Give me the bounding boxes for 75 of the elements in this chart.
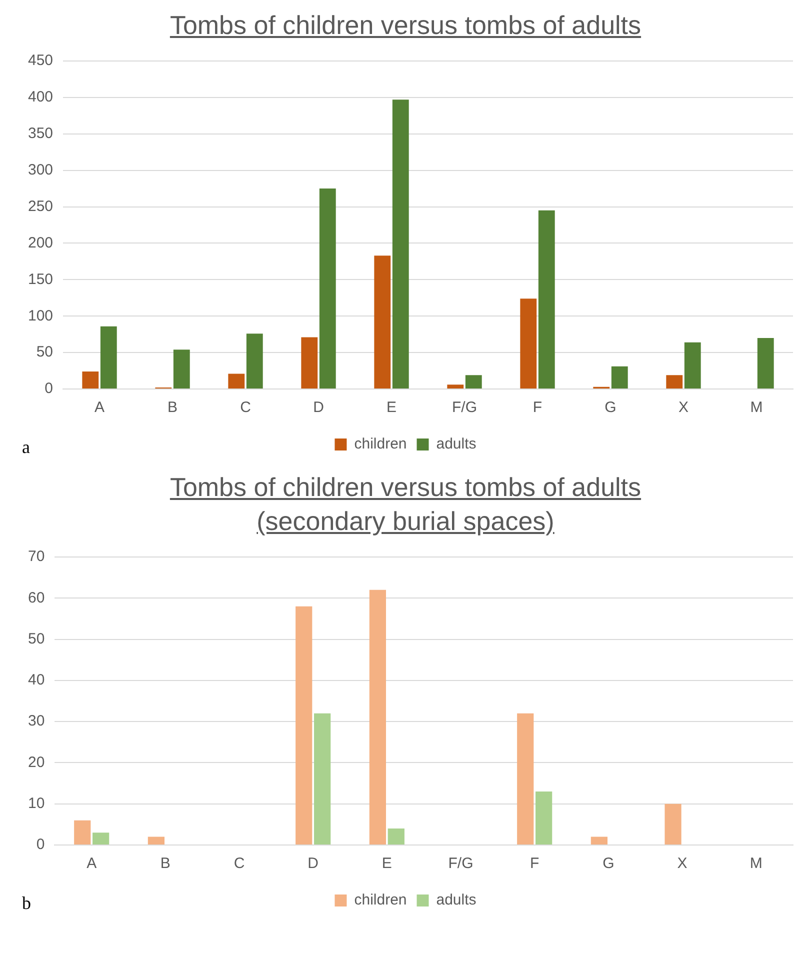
y-tick-label: 50 [28, 630, 45, 648]
y-tick-label: 150 [28, 270, 54, 288]
chart-title: Tombs of children versus tombs of adults [168, 9, 642, 42]
x-tick-label: E [382, 855, 392, 872]
bar [314, 713, 331, 844]
y-tick-label: 0 [44, 380, 54, 398]
bar [520, 298, 537, 388]
bar [319, 188, 336, 388]
x-tick-label: A [94, 399, 105, 416]
bar [536, 792, 552, 844]
bar [148, 836, 165, 844]
bar [374, 256, 391, 388]
x-tick-label: B [160, 855, 170, 872]
y-tick-label: 40 [28, 672, 45, 689]
text: a [22, 437, 30, 458]
x-tick-label: M [750, 855, 762, 872]
bar [757, 338, 774, 388]
bar [296, 606, 312, 844]
x-tick-label: X [677, 855, 688, 872]
chart-title: Tombs of children versus tombs of adults [168, 471, 642, 504]
x-tick-label: B [168, 399, 178, 416]
bar [173, 350, 190, 388]
x-tick-label: D [308, 855, 319, 872]
bar [517, 713, 534, 844]
y-tick-label: 70 [28, 548, 45, 566]
x-tick-label: F/G [452, 399, 478, 416]
y-tick-label: 100 [28, 307, 54, 324]
x-tick-label: D [313, 399, 324, 416]
chart-subtitle: (secondary burial spaces) [256, 505, 556, 538]
bar [82, 372, 99, 388]
bar [664, 804, 682, 844]
x-tick-label: X [678, 399, 689, 416]
bar [590, 836, 608, 844]
legend-label: adults [436, 436, 476, 453]
bar [74, 820, 91, 844]
x-tick-label: F/G [448, 855, 474, 872]
x-tick-label: E [386, 399, 397, 416]
y-tick-label: 200 [28, 234, 54, 252]
legend-label: children [354, 436, 407, 453]
x-tick-label: F [530, 855, 540, 872]
y-tick-label: 300 [28, 161, 54, 178]
bar [100, 326, 117, 388]
y-tick-label: 0 [36, 836, 45, 854]
bar [392, 100, 409, 388]
bar [538, 210, 555, 388]
x-tick-label: C [234, 855, 245, 872]
bar [369, 590, 386, 844]
y-tick-label: 10 [28, 795, 45, 812]
bar [684, 342, 701, 388]
bar [447, 384, 464, 388]
x-tick-label: G [602, 855, 614, 872]
legend-label: adults [436, 892, 476, 909]
x-tick-label: C [240, 399, 252, 416]
x-tick-label: M [750, 399, 763, 416]
text: b [22, 893, 31, 914]
x-tick-label: F [532, 399, 542, 416]
bar [228, 374, 245, 388]
y-tick-label: 450 [28, 52, 54, 70]
bar [388, 828, 404, 844]
bar [465, 375, 482, 388]
legend-label: children [354, 892, 407, 909]
y-tick-label: 250 [28, 198, 54, 215]
y-tick-label: 350 [28, 125, 54, 142]
bar [666, 375, 683, 388]
y-tick-label: 60 [28, 589, 45, 606]
bar [301, 337, 318, 388]
x-tick-label: A [86, 855, 97, 872]
y-tick-label: 30 [28, 712, 45, 730]
bar [92, 832, 110, 844]
bar [246, 334, 263, 388]
y-tick-label: 400 [28, 88, 54, 106]
x-tick-label: G [604, 399, 616, 416]
bar [611, 366, 628, 388]
y-tick-label: 20 [28, 754, 45, 771]
y-tick-label: 50 [36, 344, 54, 361]
